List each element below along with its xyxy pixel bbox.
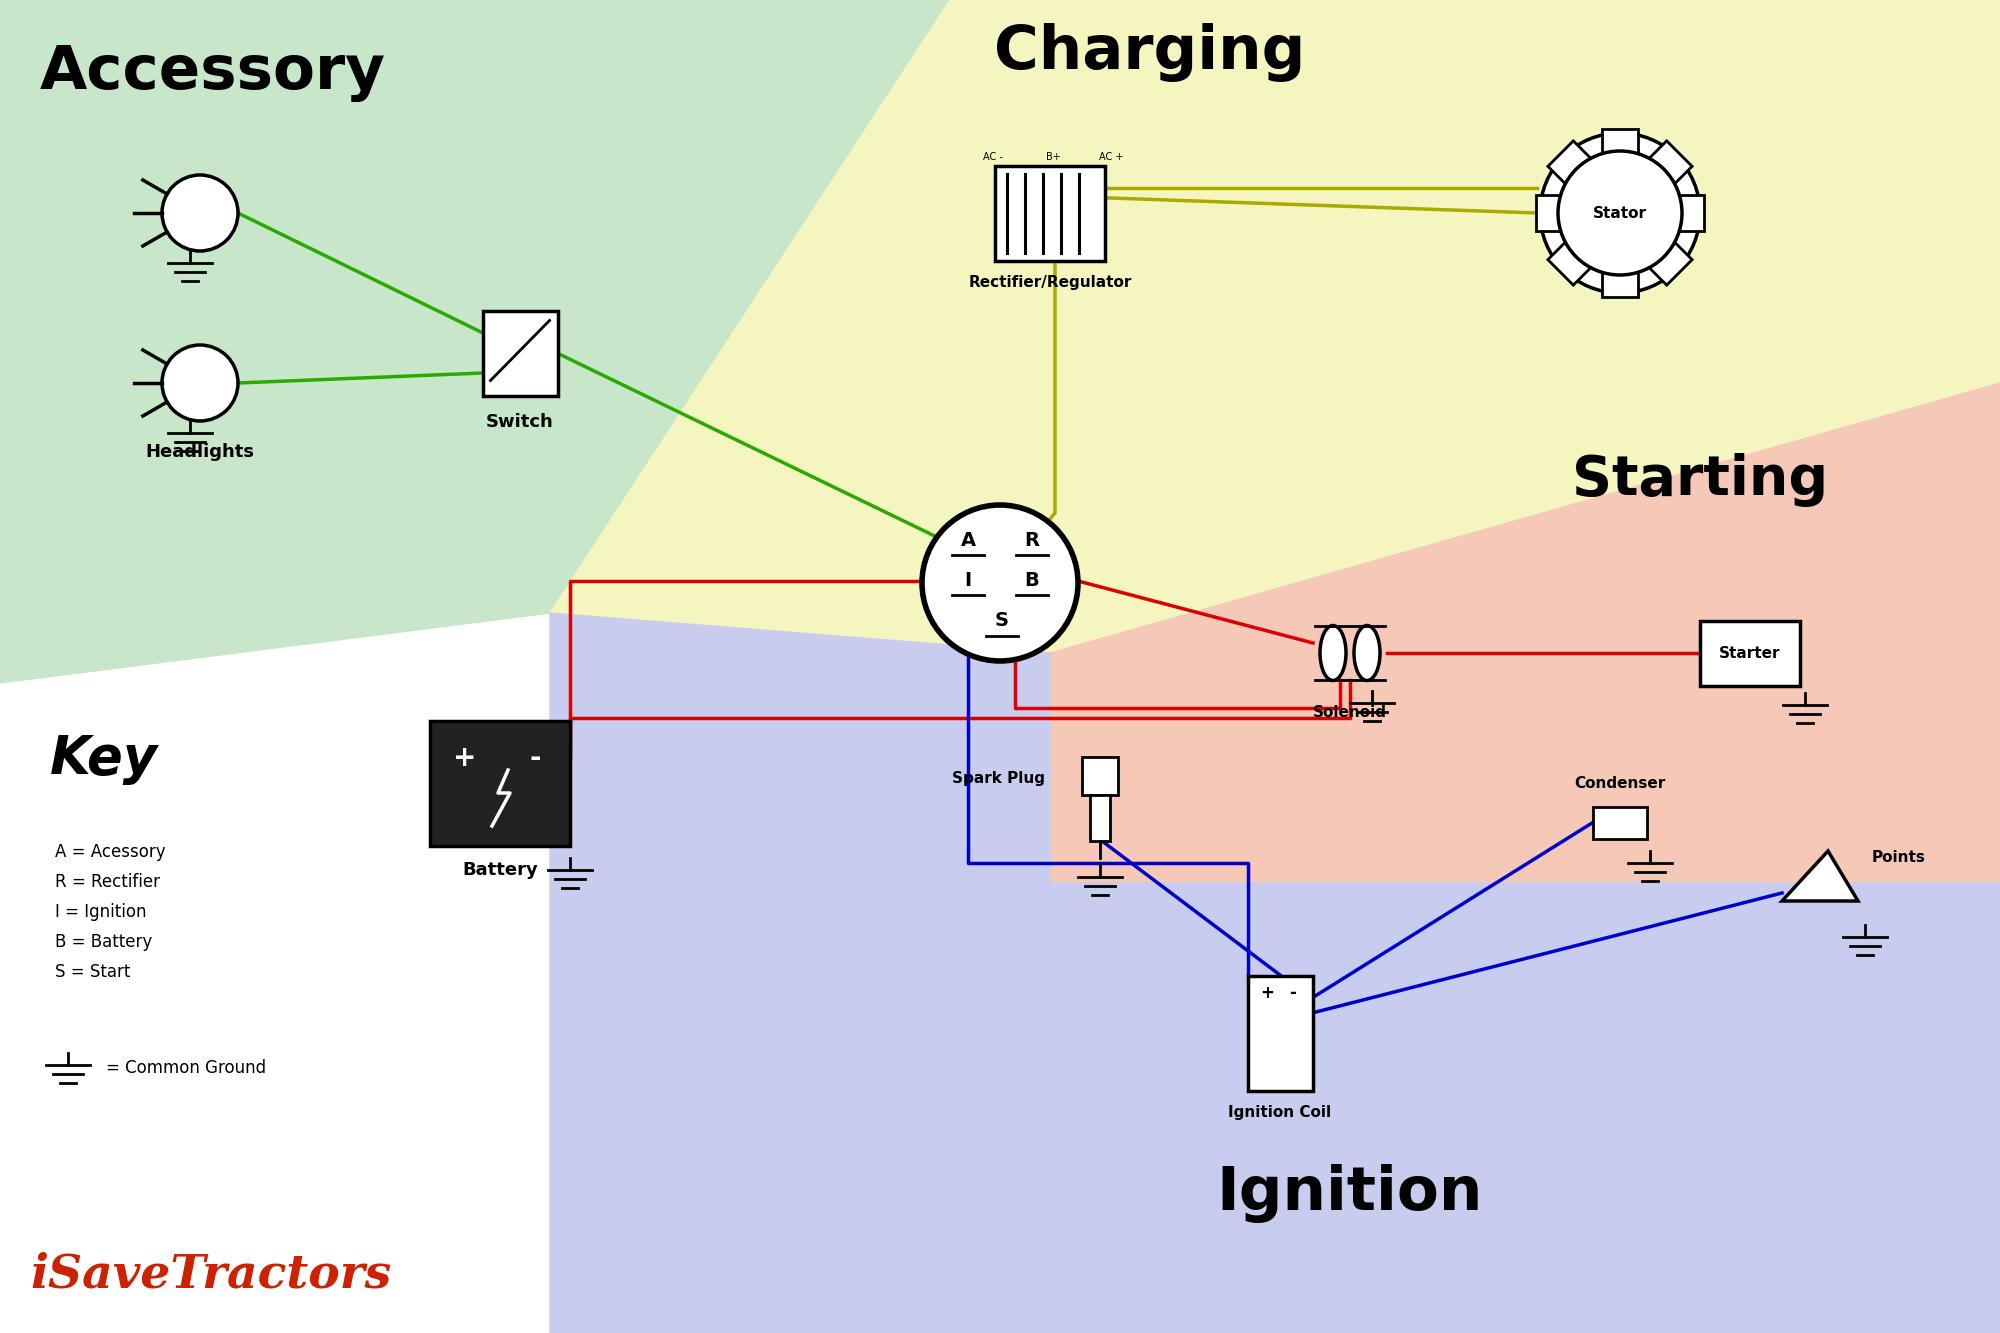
Circle shape bbox=[1540, 133, 1700, 293]
Text: iSaveTractors: iSaveTractors bbox=[30, 1252, 392, 1298]
Text: Condenser: Condenser bbox=[1574, 776, 1666, 790]
Text: +: + bbox=[454, 744, 476, 772]
Text: AC +: AC + bbox=[1098, 152, 1124, 161]
Polygon shape bbox=[1782, 850, 1858, 901]
Polygon shape bbox=[1602, 271, 1638, 297]
Text: -: - bbox=[1290, 984, 1296, 1001]
Text: A: A bbox=[960, 532, 976, 551]
Ellipse shape bbox=[1320, 625, 1346, 681]
Text: Stator: Stator bbox=[1592, 205, 1648, 220]
Text: -: - bbox=[530, 744, 540, 772]
Polygon shape bbox=[550, 613, 2000, 1333]
Polygon shape bbox=[1602, 129, 1638, 155]
Text: Key: Key bbox=[50, 733, 158, 785]
Text: B+: B+ bbox=[1046, 152, 1060, 161]
FancyBboxPatch shape bbox=[1592, 806, 1648, 838]
Circle shape bbox=[162, 345, 238, 421]
FancyBboxPatch shape bbox=[1090, 794, 1110, 841]
Text: +: + bbox=[1260, 984, 1274, 1001]
FancyBboxPatch shape bbox=[1082, 757, 1118, 794]
FancyBboxPatch shape bbox=[482, 311, 558, 396]
Text: Points: Points bbox=[1872, 850, 1926, 865]
Text: Ignition Coil: Ignition Coil bbox=[1228, 1105, 1332, 1120]
Text: Starter: Starter bbox=[1720, 645, 1780, 660]
Polygon shape bbox=[550, 0, 2000, 653]
Text: Ignition: Ignition bbox=[1216, 1164, 1484, 1222]
FancyBboxPatch shape bbox=[1248, 976, 1312, 1090]
Text: Headlights: Headlights bbox=[144, 443, 254, 461]
Polygon shape bbox=[1536, 195, 1562, 231]
Text: Switch: Switch bbox=[486, 413, 554, 431]
Ellipse shape bbox=[1354, 625, 1380, 681]
Text: Spark Plug: Spark Plug bbox=[952, 770, 1044, 785]
Text: Battery: Battery bbox=[462, 861, 538, 878]
Polygon shape bbox=[1648, 141, 1692, 185]
Text: S: S bbox=[996, 612, 1010, 631]
Circle shape bbox=[1558, 151, 1682, 275]
Polygon shape bbox=[1548, 241, 1592, 285]
Text: B: B bbox=[1024, 572, 1040, 591]
Text: AC -: AC - bbox=[984, 152, 1002, 161]
FancyBboxPatch shape bbox=[430, 721, 570, 845]
Text: Charging: Charging bbox=[994, 23, 1306, 83]
Polygon shape bbox=[1050, 383, 2000, 882]
Text: Rectifier/Regulator: Rectifier/Regulator bbox=[968, 275, 1132, 291]
Text: I: I bbox=[964, 572, 972, 591]
Circle shape bbox=[162, 175, 238, 251]
Polygon shape bbox=[1678, 195, 1704, 231]
Text: Accessory: Accessory bbox=[40, 43, 386, 103]
Circle shape bbox=[922, 505, 1078, 661]
Text: Starting: Starting bbox=[1572, 453, 1828, 507]
Polygon shape bbox=[0, 0, 950, 682]
Text: Solenoid: Solenoid bbox=[1312, 705, 1388, 720]
FancyBboxPatch shape bbox=[994, 165, 1104, 260]
Polygon shape bbox=[1548, 141, 1592, 185]
Polygon shape bbox=[1648, 241, 1692, 285]
Text: = Common Ground: = Common Ground bbox=[106, 1058, 266, 1077]
Text: A = Acessory
R = Rectifier
I = Ignition
B = Battery
S = Start: A = Acessory R = Rectifier I = Ignition … bbox=[56, 842, 166, 981]
FancyBboxPatch shape bbox=[1700, 620, 1800, 685]
Text: R: R bbox=[1024, 532, 1040, 551]
